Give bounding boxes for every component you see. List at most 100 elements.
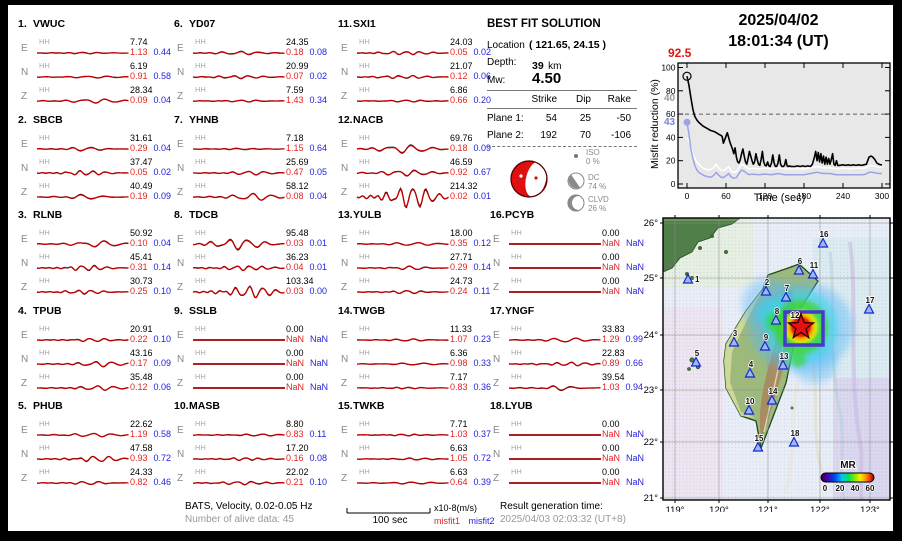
channel-values: 36.23 0.04 0.01 [286, 252, 342, 272]
misfit1-value: 0.17 [130, 357, 148, 368]
amplitude-value: 17.20 [286, 443, 309, 453]
station-marker-3: 3 [728, 328, 740, 347]
waveform-trace [36, 240, 129, 248]
channel-values: 0.00 NaN NaN [286, 372, 342, 392]
channel-row-z: Z HH 22.02 0.21 0.10 [174, 467, 327, 491]
amplitude-value: 31.61 [130, 132, 153, 143]
channel-code-label: HH [511, 347, 522, 357]
channel-values: 214.32 0.02 0.01 [450, 181, 506, 201]
misfit1-value: 0.35 [450, 238, 468, 248]
map-lon-tick-label: 123° [860, 505, 880, 512]
channel-row-z: Z HH 6.86 0.66 0.20 [338, 85, 491, 109]
channel-code-label: HH [195, 252, 206, 261]
clvd-label: CLVD 26 % [588, 195, 609, 213]
station-title: 13.YULB [338, 209, 490, 221]
plane1-dip: 25 [579, 113, 591, 124]
station-block-twkb: 15.TWKB E HH 7.71 1.03 0.37 N HH 6.63 1.05 0.72 Z HH… [338, 400, 491, 492]
misfit1-value: 0.09 [130, 95, 148, 105]
channel-code-label: HH [39, 252, 50, 261]
amplitude-value: 22.83 [602, 347, 625, 358]
misfit2-legend-label: misfit2 [468, 516, 495, 526]
component-label: E [21, 234, 28, 245]
location-value: ( 121.65, 24.15 ) [529, 39, 607, 51]
channel-code-label: HH [359, 85, 370, 94]
waveform-trace [193, 338, 285, 341]
channel-values: 8.80 0.83 0.11 [286, 419, 342, 439]
waveform-trace [36, 193, 129, 200]
channel-code-label: HH [359, 61, 370, 70]
component-label: E [177, 425, 184, 436]
misfit-start-annotation: 92.5 [668, 46, 692, 60]
misfit2-value: 0.34 [309, 95, 328, 105]
channel-code-label: HH [195, 347, 206, 357]
station-marker-8: 8 [770, 306, 782, 325]
amplitude-value: 7.59 [286, 85, 304, 95]
waveform-trace [36, 264, 129, 272]
channel-values: 7.74 1.13 0.44 [130, 37, 186, 57]
misfit1-value: NaN [602, 429, 621, 439]
iso-name: ISO [586, 148, 600, 157]
dc-label: DC 74 % [588, 173, 606, 191]
misfit2-value: 0.46 [153, 477, 172, 487]
station-number: 15. [338, 400, 353, 412]
colorbar-tick-label: 40 [851, 484, 860, 493]
channel-code-label: HH [39, 347, 50, 357]
misfit1-value: 0.04 [286, 262, 304, 272]
channel-row-n: N HH 0.00 NaN NaN [174, 347, 328, 372]
channel-values: 7.71 1.03 0.37 [450, 419, 506, 439]
amplitude-value: 103.34 [286, 276, 314, 286]
amplitude-value: 0.00 [602, 419, 620, 429]
station-block-rlnb: 3. RLNB E HH 50.92 0.10 0.04 N HH 45.41 0.31 0.14 Z H… [18, 209, 171, 301]
misfit1-value: 0.03 [286, 238, 304, 248]
x-tick-label: 60 [721, 191, 731, 201]
misfit1-value: NaN [286, 333, 305, 344]
waveform-trace [36, 432, 129, 438]
channel-row-n: N HH 0.00 NaN NaN [490, 252, 644, 276]
station-map-number: 9 [764, 333, 769, 342]
component-label: E [177, 234, 184, 245]
channel-row-n: N HH 6.36 0.98 0.33 [338, 348, 491, 372]
dc-name: DC [588, 173, 600, 182]
channel-row-n: N HH 45.41 0.31 0.14 [18, 252, 171, 276]
component-label: E [21, 425, 28, 436]
channel-row-z: Z HH 0.00 NaN NaN [490, 467, 644, 491]
channel-row-z: Z HH 58.12 0.08 0.04 [174, 181, 327, 205]
misfit2-value: 0.01 [309, 238, 328, 248]
amplitude-value: 24.73 [450, 276, 473, 286]
misfit2-value: 0.04 [153, 95, 172, 105]
rake-header: Rake [607, 94, 631, 105]
mw-value: 4.50 [532, 70, 562, 87]
channel-code-label: HH [511, 276, 522, 285]
misfit1-value: NaN [286, 381, 305, 392]
channel-code-label: HH [511, 228, 522, 237]
epicenter-star [786, 311, 816, 340]
misfit2-value: 0.01 [309, 262, 328, 272]
map-lat-tick-label: 24° [644, 330, 659, 341]
channel-row-e: E HH 24.03 0.05 0.02 [338, 37, 491, 61]
waveform-trace [36, 75, 129, 79]
station-title: 14.TWGB [338, 305, 490, 317]
component-label: Z [493, 473, 500, 484]
station-name: YULB [353, 209, 382, 221]
channel-code-label: HH [195, 132, 206, 142]
waveform-trace [192, 265, 285, 272]
station-block-pcyb: 16.PCYB E HH 0.00 NaN NaN N HH 0.00 NaN NaN Z HH 0.00… [490, 209, 644, 301]
channel-code-label: HH [39, 371, 50, 381]
misfit2-value: 0.09 [153, 357, 172, 368]
misfit2-value: 0.11 [473, 286, 491, 296]
amplitude-value: 35.48 [130, 371, 153, 382]
misfit1-value: NaN [602, 453, 621, 463]
waveform-trace [356, 99, 449, 103]
station-number: 9. [174, 304, 183, 317]
station-marker-5: 5 [690, 348, 702, 367]
solution-title: BEST FIT SOLUTION [487, 18, 601, 30]
misfit1-value: 0.22 [130, 333, 148, 344]
station-block-phub: 5. PHUB E HH 22.62 1.19 0.58 N HH 47.58 0.93 0.72 Z H… [18, 400, 172, 492]
plane1-strike: 54 [545, 113, 557, 124]
misfit1-value: NaN [602, 262, 621, 272]
channel-row-n: N HH 36.23 0.04 0.01 [174, 252, 327, 276]
misfit2-value: 0.08 [309, 453, 328, 463]
channel-row-z: Z HH 7.17 0.83 0.36 [338, 372, 491, 396]
component-label: N [21, 449, 29, 460]
depth-value: 39 [532, 60, 544, 72]
